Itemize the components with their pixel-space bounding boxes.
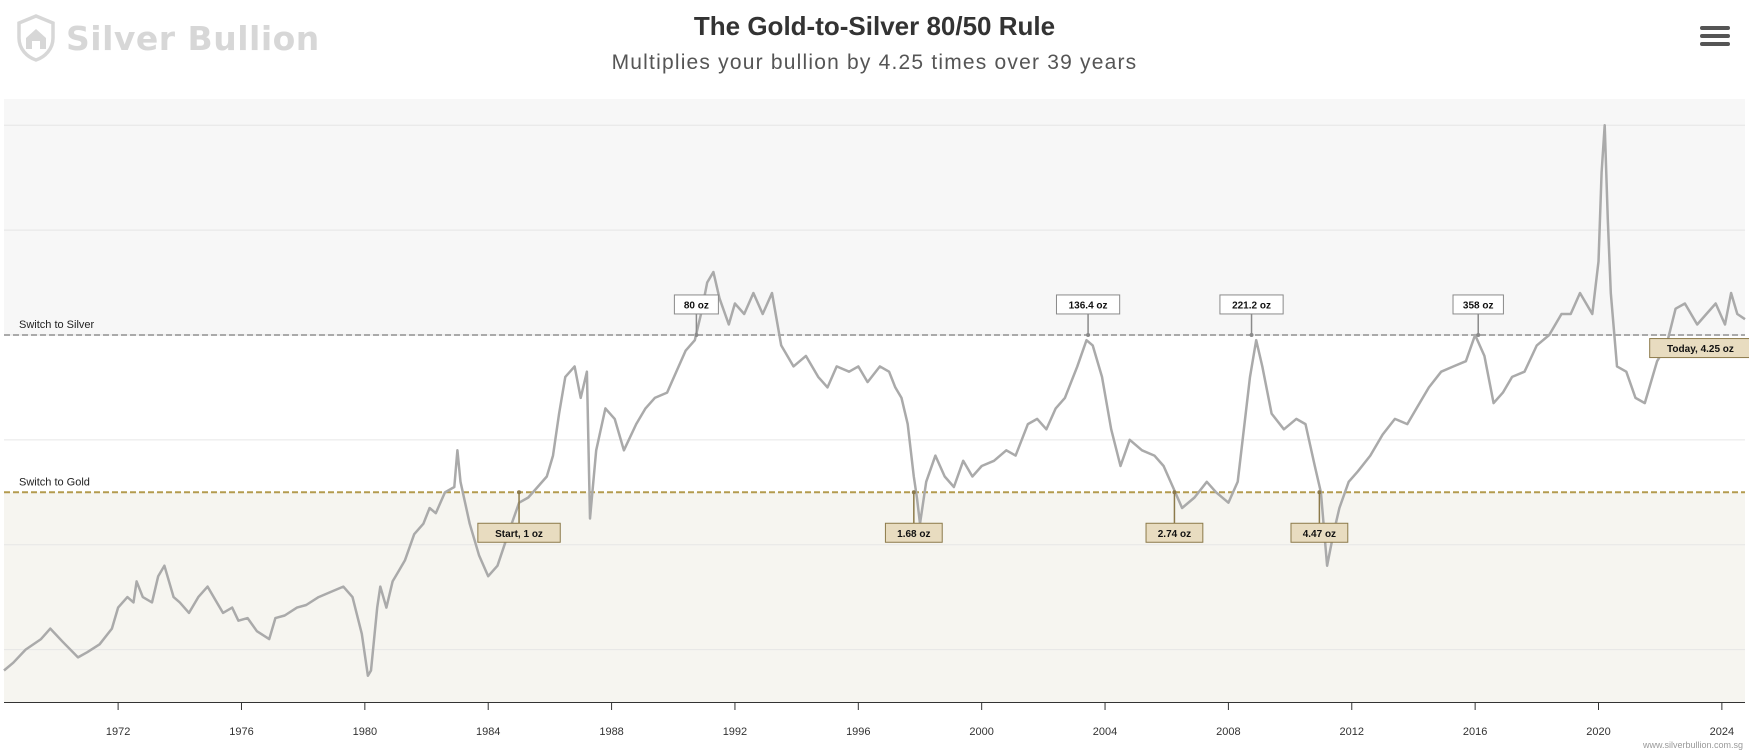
annotation-box[interactable] xyxy=(884,522,943,543)
annotation-point xyxy=(911,490,916,495)
annotation-point xyxy=(1086,332,1091,337)
annotation-box[interactable] xyxy=(673,294,719,315)
annotation-box[interactable] xyxy=(1145,522,1204,543)
annotation-label: 136.4 oz xyxy=(1069,300,1108,311)
x-tick-label: 2024 xyxy=(1710,726,1734,738)
logo[interactable]: Silver Bullion xyxy=(16,14,320,62)
x-tick-label: 1988 xyxy=(599,726,623,738)
annotation-label: 358 oz xyxy=(1463,300,1494,311)
x-tick-label: 2004 xyxy=(1093,726,1117,738)
annotation-label: 2.74 oz xyxy=(1158,529,1191,540)
annotation-point xyxy=(1476,332,1481,337)
annotation-box[interactable] xyxy=(1055,294,1121,315)
x-tick-label: 2020 xyxy=(1586,726,1610,738)
annotation-label: 1.68 oz xyxy=(897,529,930,540)
switch-to-silver-label: Switch to Silver xyxy=(19,319,95,331)
x-tick-label: 1992 xyxy=(723,726,747,738)
chart-subtitle: Multiplies your bullion by 4.25 times ov… xyxy=(611,51,1138,74)
annotation-point xyxy=(517,490,522,495)
annotation-point xyxy=(1249,332,1254,337)
annotation-label: 4.47 oz xyxy=(1303,529,1336,540)
x-tick-label: 2012 xyxy=(1340,726,1364,738)
x-tick-label: 2016 xyxy=(1463,726,1487,738)
switch-to-gold-label: Switch to Gold xyxy=(19,476,90,488)
annotation-label: Today, 4.25 oz xyxy=(1667,344,1734,355)
gold-silver-ratio-line[interactable] xyxy=(3,123,1746,678)
hamburger-menu-icon[interactable] xyxy=(1700,26,1730,50)
x-tick-label: 2000 xyxy=(969,726,993,738)
annotation-label: Start, 1 oz xyxy=(495,529,543,540)
annotation-box[interactable] xyxy=(477,522,561,543)
chart-title: The Gold-to-Silver 80/50 Rule xyxy=(693,11,1056,41)
annotation-label: 221.2 oz xyxy=(1232,300,1271,311)
x-tick-label: 1996 xyxy=(846,726,870,738)
annotation-box[interactable] xyxy=(1649,338,1749,359)
x-tick-label: 1984 xyxy=(476,726,500,738)
logo-text: Silver Bullion xyxy=(66,18,320,58)
annotation-point xyxy=(1172,490,1177,495)
annotation-box[interactable] xyxy=(1219,294,1284,315)
annotation-label: 80 oz xyxy=(684,300,709,311)
annotation-point xyxy=(1317,490,1322,495)
x-tick-label: 1972 xyxy=(106,726,130,738)
credit-text[interactable]: www.silverbullion.com.sg xyxy=(1642,740,1743,750)
x-tick-label: 2008 xyxy=(1216,726,1240,738)
annotation-box[interactable] xyxy=(1452,294,1504,315)
x-tick-label: 1976 xyxy=(229,726,253,738)
lower-band xyxy=(4,492,1745,702)
x-tick-label: 1980 xyxy=(353,726,377,738)
annotation-box[interactable] xyxy=(1290,522,1349,543)
annotation-point xyxy=(694,332,699,337)
house-shield-icon xyxy=(17,14,55,62)
